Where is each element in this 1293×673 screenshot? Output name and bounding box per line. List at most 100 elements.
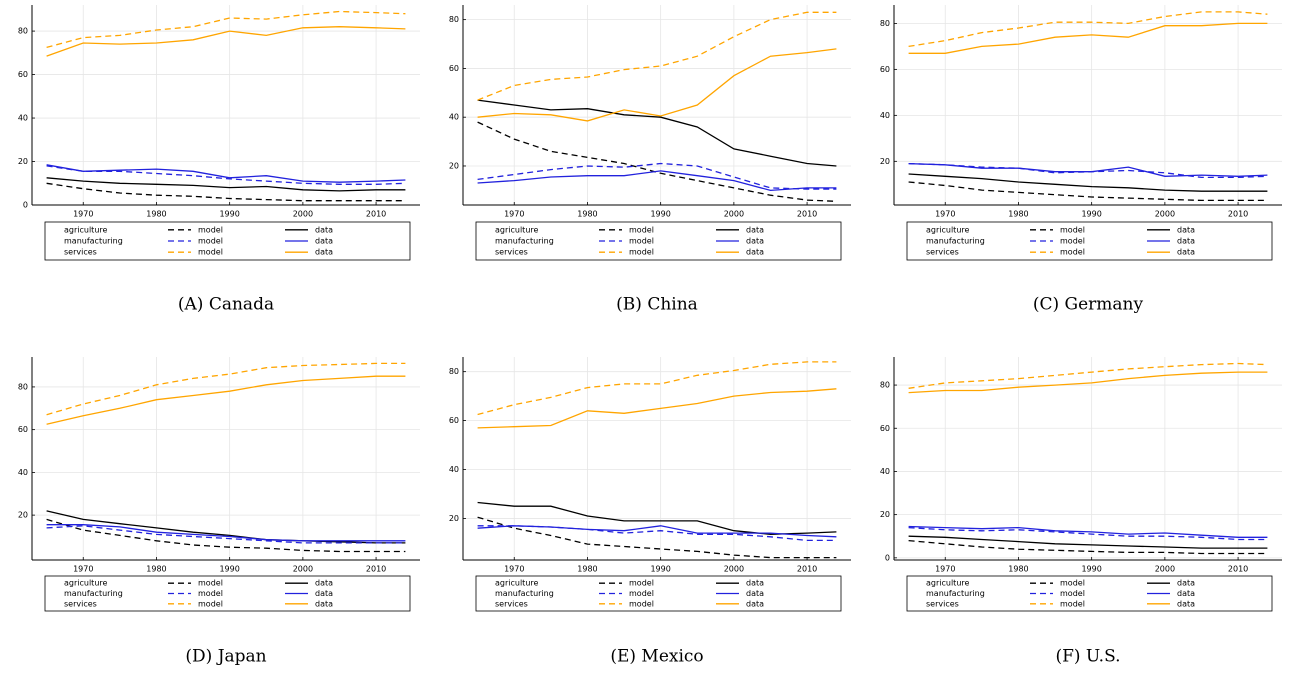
caption: (B) China — [616, 295, 698, 315]
series-line — [46, 510, 406, 544]
legend-box — [906, 575, 1273, 612]
y-tick-label: 0 — [23, 201, 28, 210]
y-tick-label: 20 — [449, 514, 459, 523]
series-line — [46, 375, 406, 425]
x-tick-label: 2000 — [293, 210, 313, 219]
legend-label: model — [198, 579, 223, 588]
legend-box — [475, 221, 842, 261]
x-tick-label: 2010 — [1228, 210, 1248, 219]
legend-label: model — [629, 589, 654, 598]
x-tick-label: 1980 — [146, 210, 166, 219]
series-line — [477, 170, 837, 192]
series-line — [908, 362, 1268, 389]
series-line — [908, 11, 1268, 48]
x-tick-label: 1990 — [1081, 210, 1101, 219]
legend-label: data — [746, 248, 764, 257]
y-tick-label: 80 — [18, 382, 28, 391]
series-line — [908, 539, 1268, 555]
legend-label: model — [629, 237, 654, 246]
legend-label: data — [1177, 248, 1195, 257]
caption: (A) Canada — [178, 295, 274, 315]
legend-label: model — [1060, 248, 1085, 257]
legend-label: manufacturing — [495, 237, 554, 246]
series-line — [46, 182, 406, 202]
x-tick-label: 1990 — [219, 210, 239, 219]
x-tick-label: 2010 — [797, 210, 817, 219]
x-tick-label: 2010 — [1228, 565, 1248, 574]
y-tick-label: 60 — [880, 424, 890, 433]
y-tick-label: 80 — [18, 27, 28, 36]
y-tick-label: 60 — [18, 70, 28, 79]
x-tick-label: 1970 — [935, 565, 955, 574]
x-tick-label: 1990 — [219, 565, 239, 574]
legend-label: data — [315, 579, 333, 588]
legend-label: model — [198, 237, 223, 246]
y-tick-label: 80 — [880, 19, 890, 28]
legend-label: manufacturing — [926, 589, 985, 598]
series-line — [477, 516, 837, 559]
legend-label: manufacturing — [64, 589, 123, 598]
legend-label: services — [926, 599, 959, 608]
y-tick-label: 80 — [449, 367, 459, 376]
x-tick-label: 1980 — [1008, 210, 1028, 219]
legend-label: agriculture — [64, 225, 108, 234]
y-tick-label: 40 — [18, 468, 28, 477]
x-tick-label: 1980 — [146, 565, 166, 574]
y-tick-label: 40 — [449, 465, 459, 474]
y-tick-label: 60 — [880, 65, 890, 74]
series-line — [477, 99, 837, 167]
legend-label: model — [1060, 599, 1085, 608]
x-tick-label: 1980 — [577, 210, 597, 219]
x-tick-label: 2010 — [366, 565, 386, 574]
series-line — [477, 525, 837, 538]
caption: (E) Mexico — [610, 647, 703, 667]
legend-label: data — [1177, 237, 1195, 246]
series-line — [477, 361, 837, 416]
y-tick-label: 80 — [880, 381, 890, 390]
series-line — [477, 11, 837, 101]
series-line — [477, 121, 837, 202]
legend-label: model — [629, 225, 654, 234]
legend-label: services — [64, 599, 97, 608]
y-tick-label: 40 — [880, 467, 890, 476]
series-line — [46, 177, 406, 192]
x-tick-label: 1970 — [73, 565, 93, 574]
legend-label: model — [629, 599, 654, 608]
legend-label: data — [315, 225, 333, 234]
legend-label: manufacturing — [64, 237, 123, 246]
legend-label: model — [1060, 237, 1085, 246]
y-tick-label: 40 — [449, 113, 459, 122]
legend-label: services — [64, 248, 97, 257]
y-tick-label: 60 — [18, 425, 28, 434]
series-line — [46, 362, 406, 416]
legend-label: model — [198, 248, 223, 257]
series-line — [477, 525, 837, 542]
series-line — [908, 371, 1268, 394]
y-tick-label: 20 — [18, 157, 28, 166]
legend-label: services — [495, 248, 528, 257]
legend-label: data — [1177, 599, 1195, 608]
legend-label: agriculture — [495, 225, 539, 234]
series-line — [46, 26, 406, 57]
legend-box — [44, 575, 411, 612]
x-tick-label: 2000 — [1155, 210, 1175, 219]
caption: (F) U.S. — [1055, 647, 1120, 667]
series-line — [477, 48, 837, 122]
y-tick-label: 20 — [880, 510, 890, 519]
caption: (C) Germany — [1033, 295, 1144, 315]
x-tick-label: 2000 — [293, 565, 313, 574]
legend-label: services — [926, 248, 959, 257]
y-tick-label: 20 — [449, 161, 459, 170]
series-line — [908, 181, 1268, 202]
series-line — [46, 518, 406, 553]
legend-label: model — [1060, 225, 1085, 234]
legend-label: model — [629, 579, 654, 588]
x-tick-label: 1990 — [1081, 565, 1101, 574]
legend-label: data — [746, 579, 764, 588]
x-tick-label: 1970 — [73, 210, 93, 219]
x-tick-label: 1970 — [504, 210, 524, 219]
series-line — [46, 164, 406, 183]
x-tick-label: 2000 — [724, 565, 744, 574]
x-tick-label: 1990 — [650, 210, 670, 219]
legend-label: data — [315, 237, 333, 246]
